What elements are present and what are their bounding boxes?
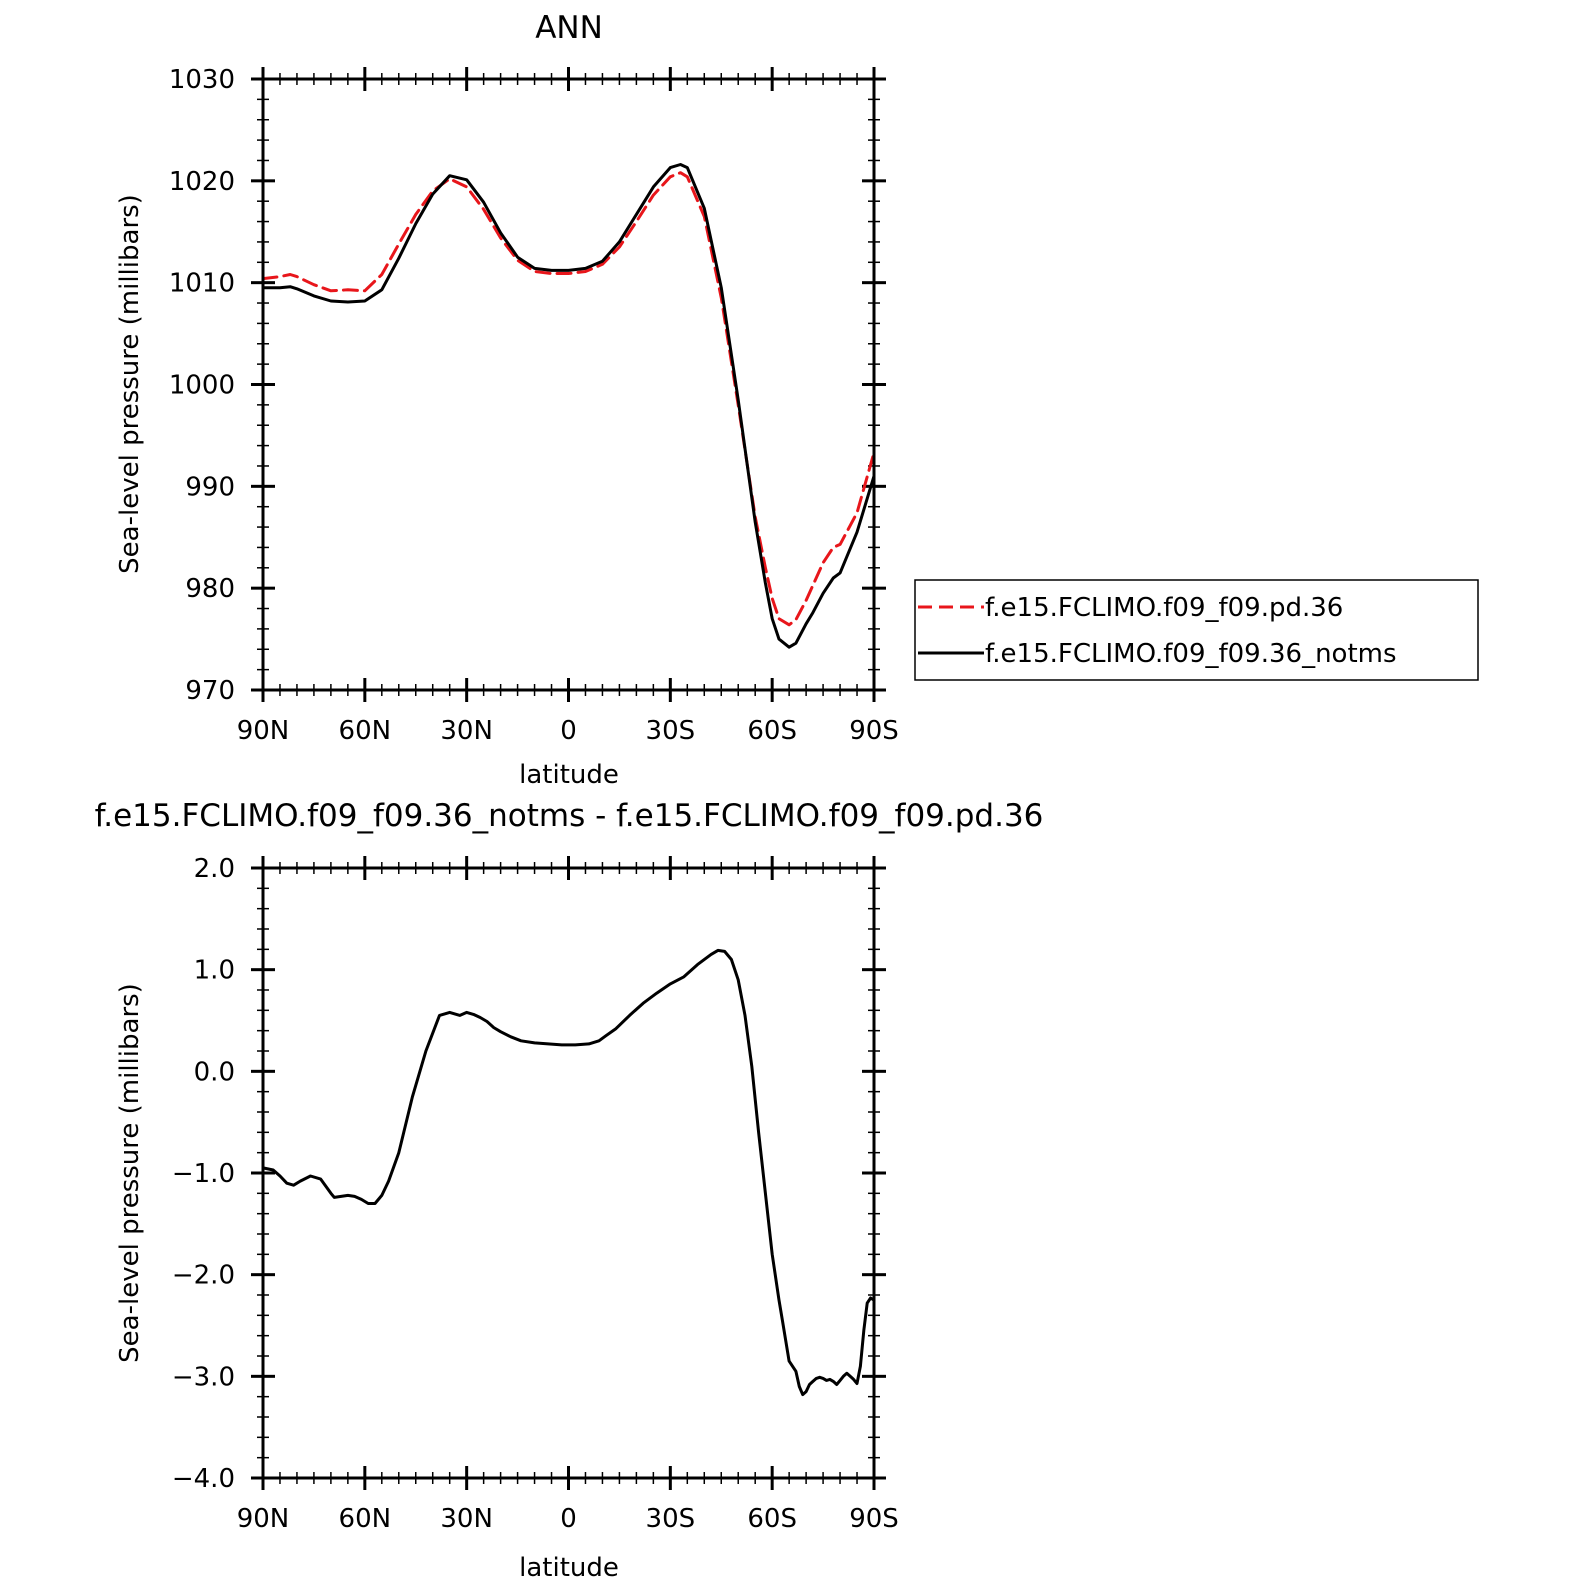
upper-chart-x-tick-label: 90N (237, 716, 290, 746)
upper-chart-y-tick-label: 980 (185, 574, 235, 604)
upper-chart-y-tick-label: 970 (185, 676, 235, 706)
upper-chart-x-tick-label: 60N (339, 716, 392, 746)
upper-chart-title: ANN (535, 10, 603, 46)
lower-chart-y-axis-label: Sea-level pressure (millibars) (115, 983, 145, 1363)
lower-chart-y-tick-label: 0.0 (194, 1057, 235, 1087)
lower-chart-x-tick-label: 60S (747, 1504, 797, 1534)
upper-chart-y-tick-label: 990 (185, 472, 235, 502)
lower-chart-x-tick-label: 90N (237, 1504, 290, 1534)
upper-chart-y-tick-label: 1030 (169, 65, 235, 95)
lower-chart-x-axis-label: latitude (519, 1553, 619, 1583)
lower-chart-frame (261, 866, 876, 1480)
upper-chart-x-tick-label: 30N (440, 716, 493, 746)
lower-chart-y-tick-label: 1.0 (194, 956, 235, 986)
upper-chart-axes: 90N 60N 30N 0 30S 60S 90S 970 980 990 1000 1010 1020… (169, 65, 899, 746)
lower-chart-y-tick-label: −3.0 (172, 1362, 235, 1392)
lower-chart-x-tick-label: 0 (560, 1504, 577, 1534)
upper-chart-y-tick-label: 1010 (169, 269, 235, 299)
upper-chart-x-tick-label: 0 (560, 716, 577, 746)
lower-chart-y-tick-label: −2.0 (172, 1261, 235, 1291)
upper-chart-x-tick-label: 90S (849, 716, 899, 746)
legend-label-notms: f.e15.FCLIMO.f09_f09.36_notms (985, 639, 1397, 669)
lower-chart-series-line-0 (261, 948, 876, 1397)
lower-chart-x-tick-label: 90S (849, 1504, 899, 1534)
lower-chart-y-tick-label: 2.0 (194, 854, 235, 884)
lower-chart-x-tick-label: 30S (646, 1504, 696, 1534)
upper-chart-series-line-0 (261, 171, 876, 627)
upper-chart-series-line-1 (261, 163, 876, 649)
lower-chart-y-tick-label: −4.0 (172, 1464, 235, 1494)
lower-chart-x-tick-label: 60N (339, 1504, 392, 1534)
upper-chart-panel: ANN Sea-level pressure (millibars) latit… (115, 10, 899, 790)
lower-chart-x-tick-label: 30N (440, 1504, 493, 1534)
upper-chart-series-layer (261, 163, 876, 649)
lower-chart-y-tick-label: −1.0 (172, 1159, 235, 1189)
upper-chart-y-axis-label: Sea-level pressure (millibars) (115, 194, 145, 574)
legend-box (914, 579, 1479, 681)
legend: f.e15.FCLIMO.f09_f09.pd.36 f.e15.FCLIMO.… (914, 579, 1479, 681)
upper-chart-x-axis-label: latitude (519, 760, 619, 790)
upper-chart-x-tick-label: 60S (747, 716, 797, 746)
lower-chart-panel: f.e15.FCLIMO.f09_f09.36_notms - f.e15.FC… (95, 798, 1044, 1583)
upper-chart-x-tick-label: 30S (646, 716, 696, 746)
lower-chart-series-layer (261, 948, 876, 1397)
legend-label-pd36: f.e15.FCLIMO.f09_f09.pd.36 (985, 593, 1343, 623)
upper-chart-y-tick-label: 1020 (169, 167, 235, 197)
upper-chart-y-tick-label: 1000 (169, 371, 235, 401)
lower-chart-axes: 90N 60N 30N 0 30S 60S 90S −4.0 −3.0 −2.0 −1.0 0.0 1.… (172, 854, 899, 1534)
upper-chart-frame (261, 77, 876, 692)
lower-chart-title: f.e15.FCLIMO.f09_f09.36_notms - f.e15.FC… (95, 798, 1044, 834)
